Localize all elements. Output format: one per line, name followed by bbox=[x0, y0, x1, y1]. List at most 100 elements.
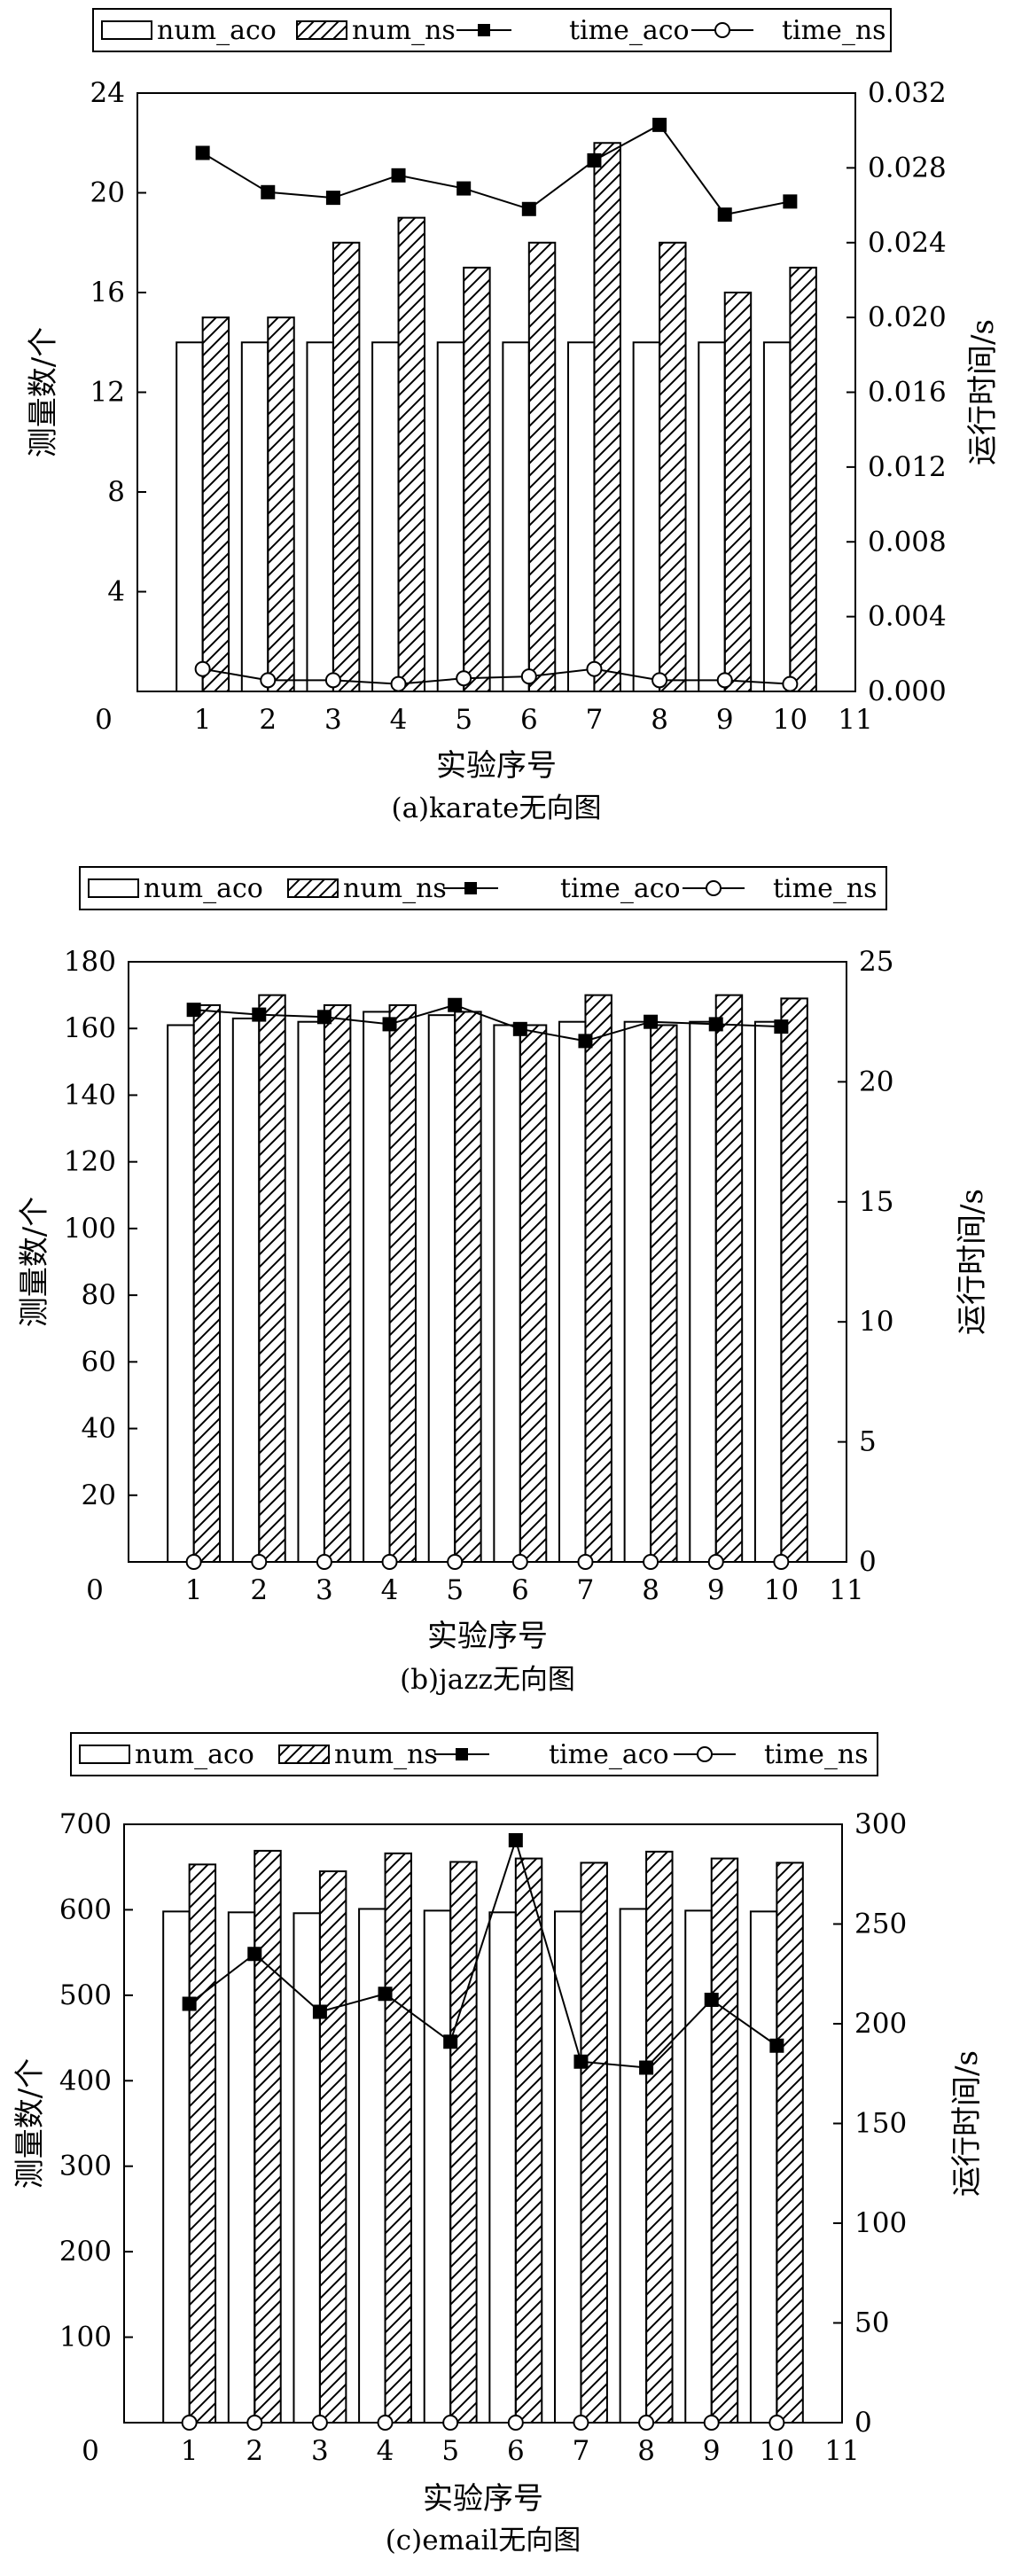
x-tick-label: 0 bbox=[82, 2435, 99, 2467]
y-tick-label: 16 bbox=[90, 277, 125, 308]
bar-num-aco bbox=[623, 1020, 652, 1563]
bar-num-ns bbox=[454, 1011, 482, 1563]
y2-tick-label: 20 bbox=[859, 1066, 893, 1097]
y2-tick-label: 0 bbox=[859, 1546, 877, 1578]
point-time-aco bbox=[195, 145, 210, 160]
point-time-ns bbox=[573, 2415, 589, 2431]
point-time-aco bbox=[717, 207, 732, 222]
x-tick-label: 5 bbox=[446, 1574, 464, 1606]
legend-label-time-ns: time_ns bbox=[782, 15, 886, 46]
bar-num-aco bbox=[231, 1017, 261, 1563]
bar-num-ns bbox=[645, 1850, 674, 2424]
x-tick-label: 9 bbox=[703, 2435, 721, 2467]
y2-tick-label: 250 bbox=[854, 1909, 907, 1940]
y-axis-label: 测量数/个 bbox=[17, 1197, 52, 1327]
bar-num-ns bbox=[723, 292, 753, 692]
chart-subtitle: (a)karate无向图 bbox=[391, 792, 601, 824]
bar-num-aco bbox=[423, 1909, 452, 2424]
series-time-aco bbox=[186, 997, 789, 1049]
y2-tick-label: 100 bbox=[854, 2207, 907, 2239]
x-tick-label: 8 bbox=[651, 704, 668, 736]
y-tick-label: 60 bbox=[82, 1346, 116, 1378]
y2-tick-label: 50 bbox=[854, 2307, 889, 2339]
point-time-aco bbox=[378, 1987, 393, 2002]
legend-marker-time-aco bbox=[456, 1748, 468, 1760]
y2-axis-label: 运行时间/s bbox=[965, 319, 1001, 465]
legend-swatch-num-aco bbox=[101, 20, 152, 40]
bar-num-aco bbox=[240, 341, 269, 692]
point-time-ns bbox=[381, 1554, 398, 1570]
bar-num-ns bbox=[397, 216, 425, 692]
point-time-ns bbox=[246, 2415, 263, 2431]
point-time-ns bbox=[442, 2415, 459, 2431]
point-time-ns bbox=[707, 1554, 724, 1570]
y-tick-label: 200 bbox=[59, 2236, 112, 2268]
y-tick-label: 40 bbox=[82, 1413, 116, 1445]
y2-tick-label: 0.020 bbox=[868, 301, 947, 333]
bar-num-ns bbox=[323, 1003, 352, 1563]
y2-tick-label: 0.028 bbox=[868, 152, 947, 183]
y2-tick-label: 0.024 bbox=[868, 227, 947, 259]
point-time-ns bbox=[507, 2415, 524, 2431]
bars bbox=[162, 1849, 804, 2424]
x-tick-label: 1 bbox=[185, 1574, 203, 1606]
point-time-ns bbox=[194, 660, 211, 677]
bar-num-aco bbox=[227, 1911, 256, 2424]
point-time-aco bbox=[261, 184, 276, 199]
series-line bbox=[202, 123, 791, 216]
bar-num-aco bbox=[167, 1024, 195, 1563]
point-time-aco bbox=[456, 181, 472, 196]
x-tick-label: 3 bbox=[311, 2435, 329, 2467]
y-axis-left: 20 40 60 80 100 120 140 160 180 bbox=[64, 946, 137, 1511]
y2-tick-label: 0.032 bbox=[868, 77, 947, 109]
y-axis-right: 0 50 100 150 200 250 300 bbox=[833, 1808, 907, 2439]
y2-tick-label: 150 bbox=[854, 2108, 907, 2140]
point-time-aco bbox=[573, 2054, 589, 2069]
point-time-aco bbox=[508, 1833, 523, 1847]
series-time-aco bbox=[195, 117, 798, 222]
y-tick-label: 80 bbox=[82, 1279, 116, 1311]
point-time-ns bbox=[456, 670, 472, 687]
point-time-aco bbox=[783, 194, 798, 209]
point-time-ns bbox=[638, 2415, 655, 2431]
x-tick-label: 4 bbox=[390, 704, 408, 736]
y2-tick-label: 0.000 bbox=[868, 675, 947, 707]
y-tick-label: 500 bbox=[59, 1979, 112, 2011]
y2-axis-label: 运行时间/s bbox=[955, 1189, 990, 1335]
x-tick-label: 6 bbox=[520, 704, 538, 736]
x-axis: 0 1 2 3 4 5 6 7 8 9 10 11 bbox=[86, 1553, 864, 1606]
point-time-ns bbox=[390, 675, 407, 692]
point-time-ns bbox=[324, 672, 341, 689]
x-tick-label: 3 bbox=[324, 704, 342, 736]
bar-num-aco bbox=[176, 341, 204, 692]
y-tick-label: 8 bbox=[107, 476, 125, 508]
point-time-ns bbox=[251, 1554, 268, 1570]
point-time-aco bbox=[769, 2038, 784, 2053]
legend-label-time-aco: time_aco bbox=[549, 1739, 669, 1770]
x-tick-label: 10 bbox=[764, 1574, 799, 1606]
bar-num-ns bbox=[267, 316, 295, 692]
y-tick-label: 400 bbox=[59, 2065, 112, 2096]
bar-num-aco bbox=[619, 1908, 648, 2424]
point-time-ns bbox=[316, 1554, 332, 1570]
y2-tick-label: 0.016 bbox=[868, 377, 947, 409]
bar-num-ns bbox=[388, 1003, 417, 1563]
series-time-ns bbox=[194, 660, 799, 692]
y2-tick-label: 0.008 bbox=[868, 526, 947, 558]
point-time-aco bbox=[443, 2034, 458, 2049]
point-time-aco bbox=[182, 1996, 197, 2011]
bar-num-ns bbox=[584, 994, 612, 1563]
bar-num-aco bbox=[363, 1011, 391, 1563]
x-tick-label: 7 bbox=[577, 1574, 595, 1606]
legend-label-num-aco: num_aco bbox=[144, 873, 263, 904]
x-tick-label: 11 bbox=[824, 2435, 859, 2467]
bar-num-ns bbox=[318, 1870, 347, 2424]
legend: num_aco num_ns time_aco time_ns bbox=[92, 8, 892, 52]
legend-label-time-ns: time_ns bbox=[764, 1739, 869, 1770]
point-time-aco bbox=[774, 1019, 789, 1034]
bar-num-aco bbox=[493, 1024, 521, 1563]
point-time-aco bbox=[186, 1003, 201, 1018]
y-axis-right: 0.000 0.004 0.008 0.012 0.016 0.020 0.024 0.028… bbox=[846, 77, 947, 707]
point-time-ns bbox=[377, 2415, 394, 2431]
bar-num-aco bbox=[427, 1014, 456, 1563]
